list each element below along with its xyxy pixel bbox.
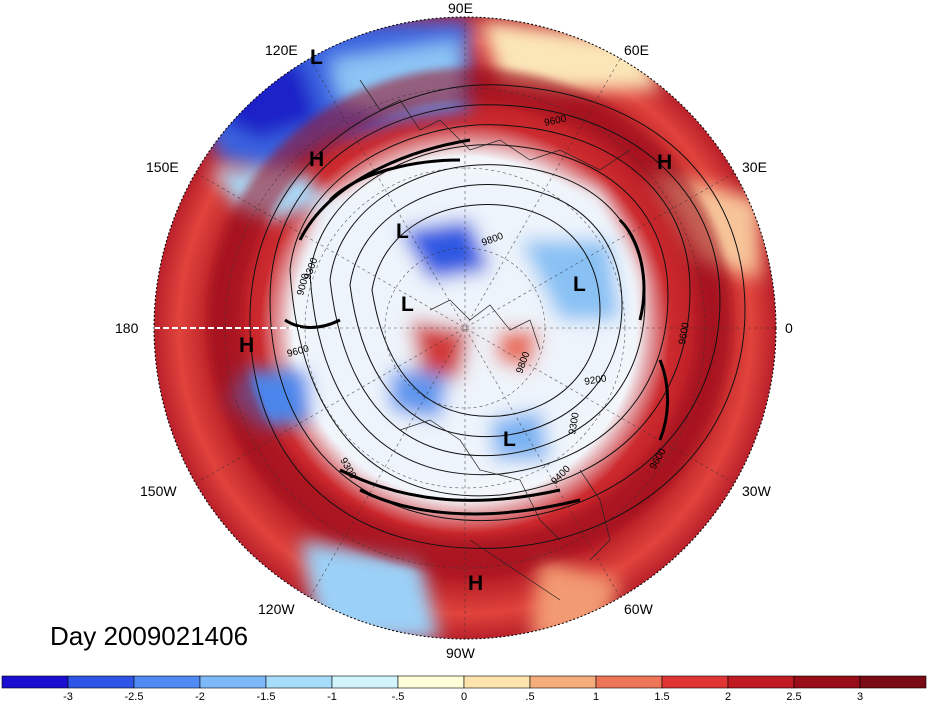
lon-60e: 60E: [624, 42, 649, 58]
contour-label: 9600: [543, 113, 567, 128]
pressure-marker: H: [468, 572, 483, 595]
colorbar-tick-label: -2: [195, 691, 205, 702]
contour-label: 9200: [584, 373, 608, 388]
pressure-marker: L: [401, 293, 414, 316]
pressure-marker: H: [239, 334, 254, 357]
colorbar-swatch: [727, 675, 795, 689]
colorbar-tick-label: .5: [525, 691, 534, 702]
colorbar-tick-label: -1.5: [257, 691, 276, 702]
pressure-marker: L: [573, 273, 586, 296]
pressure-marker: H: [309, 148, 324, 171]
colorbar-swatch: [67, 675, 135, 689]
colorbar-swatch: [463, 675, 531, 689]
colorbar-tick-label: -.5: [392, 691, 405, 702]
colorbar-swatch: [529, 675, 597, 689]
contour-label: 9600: [677, 321, 692, 345]
pressure-marker: L: [396, 220, 409, 243]
colorbar-swatch: [859, 675, 927, 689]
pressure-markers: L H H L L L H L H: [239, 46, 672, 595]
lon-180: 180: [115, 320, 139, 336]
lon-150e: 150E: [146, 159, 179, 175]
lon-120w: 120W: [258, 601, 295, 617]
pressure-marker: L: [310, 46, 323, 69]
figure-title: Day 2009021406: [50, 621, 248, 651]
colorbar-tick-label: 1.5: [654, 691, 669, 702]
colorbar-swatch: [661, 675, 729, 689]
lon-150w: 150W: [140, 483, 177, 499]
pressure-marker: L: [503, 428, 516, 451]
pressure-marker: H: [657, 151, 672, 174]
colorbar-swatch: [1, 675, 69, 689]
colorbar-swatch: [595, 675, 663, 689]
colorbar-tick-label: 0: [461, 691, 467, 702]
colorbar-tick-label: 2: [725, 691, 731, 702]
contour-label: 9300: [567, 411, 582, 435]
colorbar: -3 -2.5 -2 -1.5 -1 -.5 0 .5 1 1.5 2 2.5 3: [1, 675, 927, 702]
colorbar-swatch: [397, 675, 465, 689]
lon-30e: 30E: [742, 159, 767, 175]
colorbar-swatch: [199, 675, 267, 689]
map-disc: [154, 17, 776, 639]
lon-30w: 30W: [742, 483, 772, 499]
colorbar-tick-label: 2.5: [786, 691, 801, 702]
lon-90e: 90E: [448, 0, 473, 16]
colorbar-swatch: [133, 675, 201, 689]
colorbar-tick-label: -3: [63, 691, 73, 702]
lon-90w: 90W: [446, 645, 476, 661]
colorbar-tick-label: 3: [857, 691, 863, 702]
lon-120e: 120E: [265, 42, 298, 58]
lon-60w: 60W: [624, 601, 654, 617]
colorbar-swatch: [331, 675, 399, 689]
colorbar-swatch: [793, 675, 861, 689]
colorbar-tick-label: -2.5: [125, 691, 144, 702]
colorbar-tick-label: 1: [593, 691, 599, 702]
lon-0: 0: [785, 320, 793, 336]
colorbar-swatch: [265, 675, 333, 689]
colorbar-tick-label: -1: [327, 691, 337, 702]
longitude-labels: 90E 120E 60E 150E 30E 180 0 150W 30W 120…: [115, 0, 793, 661]
